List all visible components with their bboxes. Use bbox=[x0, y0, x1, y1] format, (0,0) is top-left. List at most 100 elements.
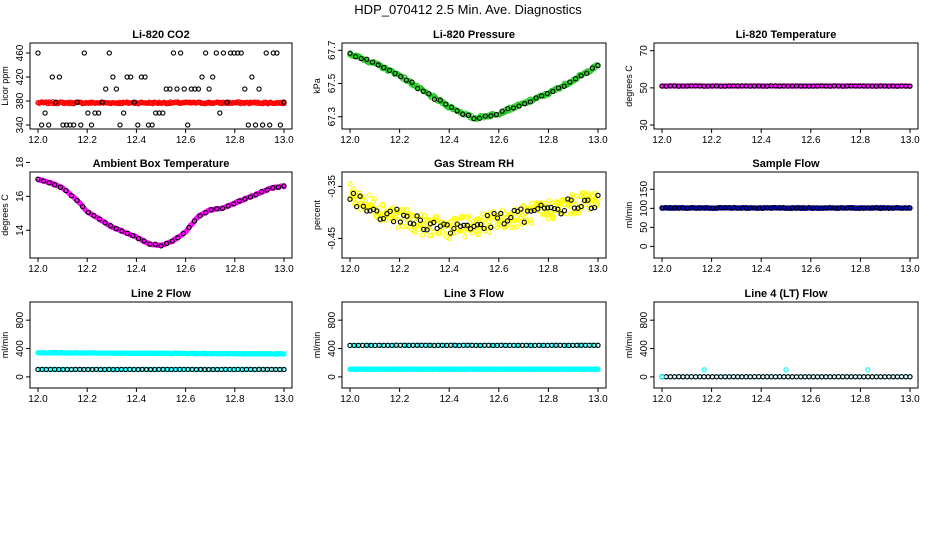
y-tick-label: 0 bbox=[639, 374, 650, 380]
y-tick-label: 420 bbox=[15, 68, 26, 85]
data-point bbox=[886, 374, 892, 380]
data-point bbox=[60, 122, 66, 128]
data-point bbox=[431, 219, 437, 226]
data-point bbox=[231, 50, 237, 56]
panel-5: Gas Stream RH 12.0 12.2 12.4 12.6 12.8 13.0 -0.… bbox=[312, 158, 608, 275]
data-point bbox=[907, 205, 913, 211]
x-tick-label: 12.8 bbox=[851, 264, 871, 275]
x-tick-label: 12.0 bbox=[28, 394, 48, 405]
data-point bbox=[464, 222, 470, 228]
panel-title: Li-820 Temperature bbox=[736, 29, 837, 41]
data-point bbox=[443, 234, 450, 240]
data-point bbox=[535, 206, 541, 212]
data-point bbox=[516, 211, 522, 218]
data-point bbox=[354, 203, 360, 210]
data-point bbox=[274, 50, 280, 56]
data-point bbox=[153, 110, 159, 116]
data-point bbox=[581, 197, 588, 204]
data-point bbox=[550, 88, 556, 95]
data-point bbox=[585, 197, 591, 203]
data-point bbox=[366, 192, 373, 198]
data-point bbox=[806, 374, 812, 380]
data-point bbox=[357, 193, 363, 199]
series-ref bbox=[35, 50, 287, 128]
data-point bbox=[180, 230, 187, 237]
data-point bbox=[476, 231, 482, 237]
data-point bbox=[74, 197, 80, 204]
data-point bbox=[511, 207, 517, 214]
x-tick-label: 12.6 bbox=[801, 135, 821, 146]
data-point bbox=[756, 374, 762, 380]
data-point bbox=[403, 342, 410, 349]
data-point bbox=[398, 73, 404, 80]
data-point bbox=[128, 74, 134, 80]
data-point bbox=[386, 67, 393, 74]
data-point bbox=[63, 187, 69, 194]
series-lower bbox=[347, 366, 601, 372]
data-point bbox=[38, 122, 45, 128]
data-point bbox=[358, 55, 364, 62]
data-point bbox=[99, 99, 105, 105]
data-point bbox=[810, 374, 816, 380]
data-point bbox=[267, 122, 273, 128]
data-point bbox=[186, 224, 192, 231]
data-point bbox=[163, 240, 170, 247]
data-point bbox=[567, 79, 573, 85]
data-point bbox=[514, 223, 520, 230]
data-point bbox=[400, 212, 407, 218]
data-point bbox=[350, 190, 357, 197]
data-point bbox=[113, 86, 120, 92]
data-point bbox=[407, 220, 413, 226]
y-tick-label: 67.5 bbox=[327, 73, 338, 93]
data-point bbox=[713, 374, 720, 380]
data-point bbox=[476, 115, 483, 121]
series-main bbox=[35, 176, 287, 248]
data-point bbox=[392, 70, 398, 77]
data-point bbox=[74, 99, 80, 105]
data-point bbox=[35, 176, 41, 182]
x-tick-label: 12.2 bbox=[77, 135, 97, 146]
y-tick-label: 800 bbox=[15, 311, 26, 328]
y-tick-label: 50 bbox=[639, 221, 650, 233]
data-point bbox=[508, 214, 514, 221]
data-point bbox=[259, 122, 266, 128]
data-point bbox=[46, 180, 52, 186]
panel-1: Li-820 CO2 12.0 12.2 12.4 12.6 12.8 13.0 340 380… bbox=[0, 29, 294, 146]
series-ref bbox=[659, 374, 913, 380]
data-point bbox=[42, 110, 48, 116]
data-point bbox=[671, 374, 678, 380]
data-point bbox=[95, 110, 102, 116]
data-point bbox=[488, 224, 494, 230]
data-point bbox=[446, 235, 453, 241]
data-point bbox=[395, 224, 401, 231]
panel-title: Sample Flow bbox=[752, 158, 820, 170]
x-tick-label: 13.0 bbox=[900, 135, 920, 146]
data-point bbox=[353, 342, 359, 349]
data-point bbox=[783, 367, 789, 373]
panel-4: Ambient Box Temperature 12.0 12.2 12.4 12.6 1… bbox=[0, 156, 294, 275]
x-tick-label: 13.0 bbox=[274, 394, 294, 405]
data-point bbox=[92, 110, 98, 116]
data-point bbox=[131, 99, 137, 105]
data-point bbox=[474, 222, 481, 228]
data-point bbox=[277, 122, 284, 128]
data-point bbox=[551, 342, 557, 349]
data-point bbox=[124, 74, 130, 80]
data-point bbox=[411, 221, 417, 227]
data-point bbox=[210, 74, 216, 80]
x-tick-label: 12.2 bbox=[702, 264, 722, 275]
data-point bbox=[167, 86, 173, 92]
panel-2: Li-820 Pressure 12.0 12.2 12.4 12.6 12.8 13.0 6… bbox=[312, 29, 608, 146]
data-point bbox=[347, 196, 353, 202]
data-point bbox=[380, 215, 387, 222]
data-point bbox=[451, 225, 457, 232]
data-point bbox=[370, 198, 376, 205]
data-point bbox=[35, 50, 41, 56]
data-point bbox=[245, 122, 251, 128]
data-point bbox=[418, 222, 424, 228]
data-point bbox=[527, 99, 534, 105]
data-point bbox=[404, 206, 410, 213]
data-point bbox=[56, 74, 63, 80]
data-point bbox=[57, 184, 64, 190]
series-ref bbox=[659, 83, 913, 89]
